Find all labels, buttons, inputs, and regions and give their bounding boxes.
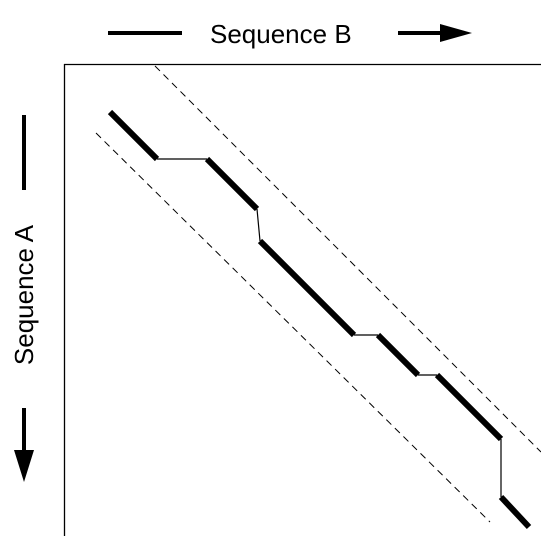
sequence-b-label: Sequence B bbox=[210, 19, 352, 49]
left-axis-legend: Sequence A bbox=[9, 115, 39, 482]
sequence-a-label: Sequence A bbox=[9, 224, 39, 365]
match-segment bbox=[207, 159, 257, 209]
alignment-path bbox=[110, 112, 529, 527]
match-segment bbox=[437, 375, 501, 439]
band-lower-boundary bbox=[96, 133, 490, 522]
band-upper-boundary bbox=[155, 66, 541, 452]
down-arrow-icon bbox=[14, 408, 34, 482]
alignment-band bbox=[96, 66, 541, 522]
match-segment bbox=[110, 112, 157, 159]
match-segment bbox=[378, 335, 418, 375]
match-segment bbox=[260, 241, 354, 335]
right-arrow-icon bbox=[398, 24, 472, 42]
gap-segment bbox=[257, 209, 260, 241]
top-axis-legend: Sequence B bbox=[108, 19, 472, 49]
match-segment bbox=[501, 497, 529, 527]
